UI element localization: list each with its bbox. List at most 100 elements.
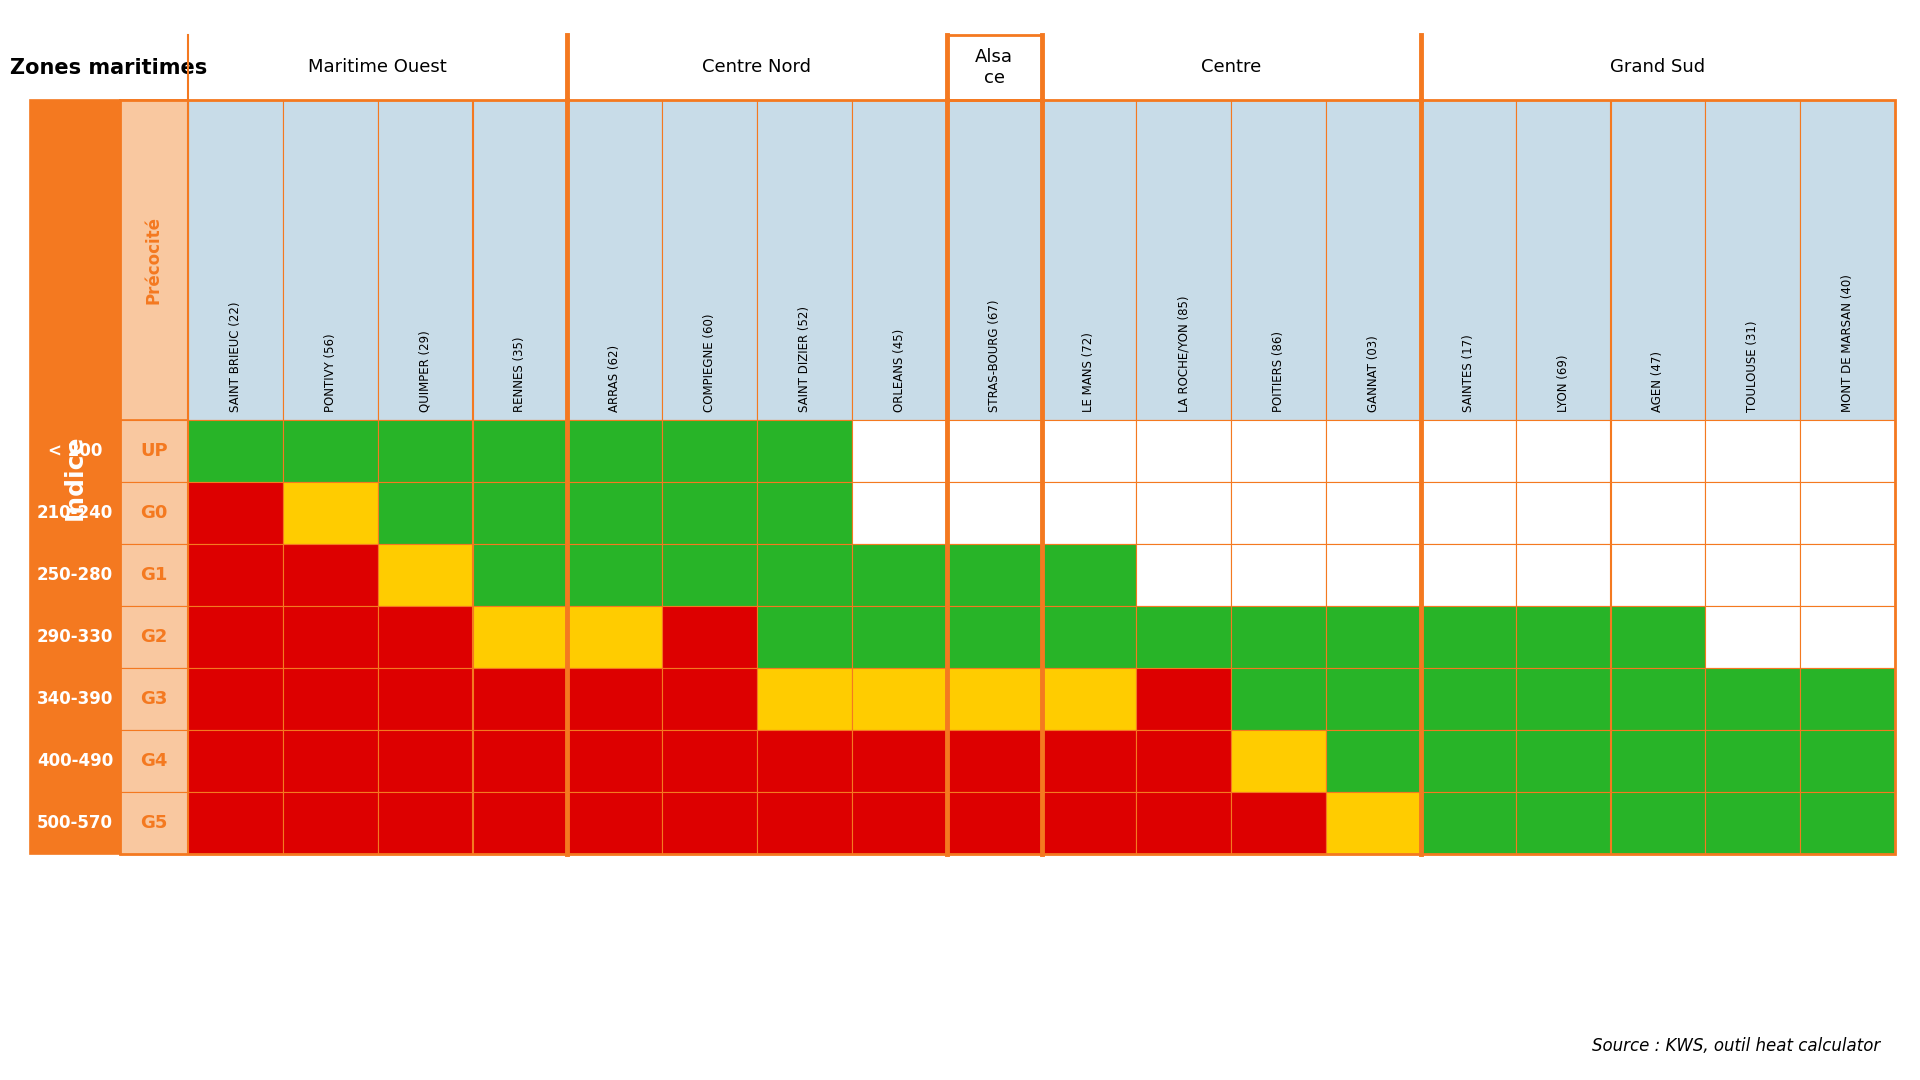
Bar	[378, 420, 472, 482]
Bar	[662, 544, 756, 606]
Bar	[947, 792, 1041, 854]
Bar	[662, 669, 756, 730]
Text: 340-390: 340-390	[36, 690, 113, 708]
Bar	[1327, 482, 1421, 544]
Text: 290-330: 290-330	[36, 627, 113, 646]
Text: SAINT DIZIER (52): SAINT DIZIER (52)	[799, 306, 810, 411]
Bar	[1421, 730, 1515, 792]
Text: Grand Sud: Grand Sud	[1611, 58, 1705, 77]
Bar	[119, 100, 188, 420]
Text: STRAS-BOURG (67): STRAS-BOURG (67)	[987, 299, 1000, 411]
Bar	[1801, 100, 1895, 420]
Bar	[566, 544, 662, 606]
Bar	[566, 606, 662, 669]
Bar	[1327, 606, 1421, 669]
Bar	[1611, 100, 1705, 420]
Text: TOULOUSE (31): TOULOUSE (31)	[1747, 321, 1759, 411]
Bar	[1801, 730, 1895, 792]
Text: G5: G5	[140, 814, 167, 832]
Bar	[1801, 669, 1895, 730]
Text: 250-280: 250-280	[36, 566, 113, 584]
Bar	[119, 100, 1895, 854]
Bar	[282, 792, 378, 854]
Bar	[947, 669, 1041, 730]
Bar	[756, 792, 852, 854]
Bar	[566, 482, 662, 544]
Bar	[1611, 420, 1705, 482]
Bar	[188, 544, 282, 606]
Bar	[1041, 100, 1137, 420]
Bar	[1137, 100, 1231, 420]
Bar	[1515, 606, 1611, 669]
Bar	[378, 669, 472, 730]
Text: Zones maritimes: Zones maritimes	[10, 57, 207, 78]
Bar	[1705, 544, 1801, 606]
Bar	[378, 100, 472, 420]
Bar	[852, 606, 947, 669]
Text: Maritime Ouest: Maritime Ouest	[309, 58, 447, 77]
Text: LYON (69): LYON (69)	[1557, 354, 1569, 411]
Bar	[756, 420, 852, 482]
Bar	[188, 482, 282, 544]
Bar	[1421, 100, 1515, 420]
Bar	[1137, 544, 1231, 606]
Bar	[1327, 730, 1421, 792]
Bar	[1421, 792, 1515, 854]
Bar	[756, 100, 852, 420]
Bar	[282, 100, 378, 420]
Bar	[1421, 544, 1515, 606]
Bar	[378, 792, 472, 854]
Bar	[1705, 669, 1801, 730]
Bar	[1137, 482, 1231, 544]
Text: G4: G4	[140, 752, 167, 770]
Bar	[1515, 100, 1611, 420]
Text: G1: G1	[140, 566, 167, 584]
Bar	[1041, 544, 1137, 606]
Bar	[1137, 669, 1231, 730]
Bar	[1041, 669, 1137, 730]
Bar	[1421, 606, 1515, 669]
Text: QUIMPER (29): QUIMPER (29)	[419, 330, 432, 411]
Bar	[1515, 730, 1611, 792]
Bar	[1041, 420, 1137, 482]
Bar	[1231, 482, 1327, 544]
Bar	[1041, 482, 1137, 544]
Bar	[1327, 100, 1421, 420]
Bar	[1515, 544, 1611, 606]
Bar	[947, 100, 1041, 420]
Bar	[947, 35, 1041, 100]
Bar	[1611, 606, 1705, 669]
Bar	[188, 730, 282, 792]
Bar	[119, 792, 188, 854]
Bar	[756, 606, 852, 669]
Bar	[1801, 544, 1895, 606]
Bar	[119, 606, 188, 669]
Bar	[1801, 420, 1895, 482]
Text: COMPIEGNE (60): COMPIEGNE (60)	[703, 313, 716, 411]
Text: MONT DE MARSAN (40): MONT DE MARSAN (40)	[1841, 274, 1855, 411]
Bar	[852, 792, 947, 854]
Bar	[188, 100, 282, 420]
Bar	[1327, 544, 1421, 606]
Bar	[662, 606, 756, 669]
Bar	[1137, 420, 1231, 482]
Bar	[1801, 792, 1895, 854]
Bar	[119, 544, 188, 606]
Bar	[1801, 482, 1895, 544]
Bar	[378, 606, 472, 669]
Bar	[119, 669, 188, 730]
Text: SAINT BRIEUC (22): SAINT BRIEUC (22)	[228, 301, 242, 411]
Bar	[1137, 792, 1231, 854]
Bar	[282, 482, 378, 544]
Bar	[756, 730, 852, 792]
Bar	[662, 100, 756, 420]
Bar	[1611, 730, 1705, 792]
Bar	[1611, 544, 1705, 606]
Bar	[188, 669, 282, 730]
Bar	[1801, 606, 1895, 669]
Text: G3: G3	[140, 690, 167, 708]
Bar	[566, 730, 662, 792]
Text: RENNES (35): RENNES (35)	[513, 337, 526, 411]
Bar	[1137, 730, 1231, 792]
Bar	[947, 730, 1041, 792]
